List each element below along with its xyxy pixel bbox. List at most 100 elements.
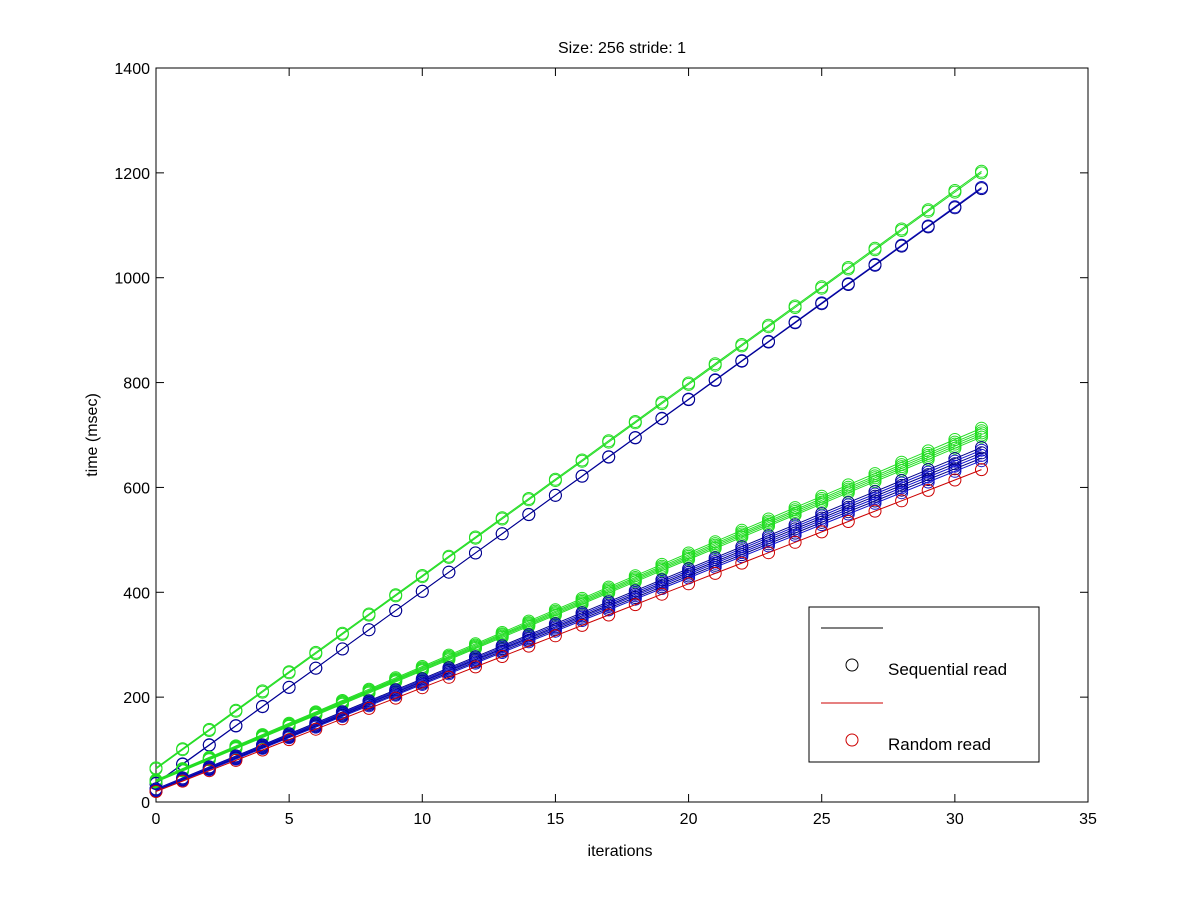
x-tick-label: 25 [813, 811, 831, 828]
data-point [575, 469, 589, 483]
y-tick-label: 400 [123, 585, 150, 602]
data-point [176, 774, 190, 788]
y-tick-label: 1000 [114, 271, 150, 288]
data-point [815, 525, 829, 539]
data-point [788, 535, 802, 549]
data-point [762, 320, 775, 334]
data-point [229, 753, 243, 767]
data-point [256, 743, 269, 757]
data-point [442, 667, 456, 681]
data-point [202, 724, 216, 737]
data-point [895, 494, 909, 508]
data-point [469, 656, 482, 670]
data-point [309, 661, 323, 675]
data-point [389, 691, 403, 705]
data-point [948, 464, 962, 478]
data-point [202, 753, 216, 767]
series-line [155, 436, 982, 783]
data-point [628, 598, 642, 612]
data-point [735, 354, 749, 368]
data-point [815, 281, 829, 295]
y-tick-label: 1400 [114, 61, 150, 78]
data-point [415, 584, 429, 598]
series-15 [149, 463, 988, 798]
data-point [469, 660, 482, 674]
data-point [655, 412, 669, 426]
y-ticks: 0 200 400 600 800 1000 1200 1400 [114, 61, 1088, 812]
data-point [309, 722, 323, 736]
x-tick-label: 35 [1079, 811, 1097, 828]
data-point [948, 185, 962, 199]
data-point [602, 435, 616, 449]
series-line [155, 172, 982, 770]
x-tick-label: 30 [946, 811, 964, 828]
series-3 [149, 182, 988, 790]
x-tick-label: 5 [285, 811, 294, 828]
data-point [176, 743, 190, 757]
data-point [921, 475, 935, 489]
data-point [628, 592, 642, 606]
y-tick-label: 200 [123, 690, 150, 707]
data-point [282, 680, 296, 694]
data-point [335, 627, 349, 641]
y-tick-label: 1200 [114, 166, 150, 183]
data-point [522, 635, 536, 649]
legend-label-random: Random read [888, 735, 991, 754]
data-point [282, 666, 296, 680]
data-point [628, 416, 642, 430]
data-point [975, 448, 988, 462]
data-point [575, 614, 589, 627]
series-line [155, 434, 982, 783]
data-point [548, 474, 562, 487]
x-ticks: 0 5 10 15 20 25 30 35 [152, 68, 1097, 828]
data-point [868, 258, 882, 272]
data-point [921, 483, 935, 497]
data-point [975, 441, 988, 455]
data-point [389, 688, 403, 702]
data-point [389, 604, 403, 617]
data-point [362, 701, 376, 715]
data-point [895, 239, 909, 253]
data-point [975, 446, 988, 460]
data-point [362, 623, 376, 637]
data-point [335, 712, 349, 726]
data-point [975, 430, 988, 444]
data-point [868, 504, 882, 518]
data-point [762, 335, 775, 349]
data-point [602, 603, 616, 617]
data-point [256, 685, 269, 699]
y-axis-label: time (msec) [84, 393, 101, 477]
data-point [362, 608, 376, 622]
data-point [229, 704, 243, 718]
x-tick-label: 0 [152, 811, 161, 828]
data-point [229, 719, 243, 733]
data-point [522, 619, 536, 633]
data-point [176, 764, 190, 778]
data-point [975, 182, 988, 196]
data-point [602, 450, 616, 464]
data-point [708, 541, 722, 555]
legend: Sequential read Random read [808, 606, 1040, 763]
data-point [735, 530, 749, 544]
data-point [788, 316, 802, 330]
data-point [868, 496, 882, 510]
data-point [975, 463, 988, 477]
data-point [975, 421, 988, 435]
chart-title: Size: 256 stride: 1 [558, 40, 686, 57]
data-point [788, 528, 802, 542]
data-point [708, 358, 722, 372]
data-point [335, 642, 349, 656]
y-tick-label: 600 [123, 480, 150, 497]
data-point [149, 775, 163, 789]
legend-label-sequential: Sequential read [888, 660, 1007, 679]
data-point [149, 785, 163, 798]
data-point [469, 546, 482, 560]
x-tick-label: 10 [413, 811, 431, 828]
data-point [522, 639, 536, 653]
data-point [442, 565, 456, 579]
data-point [442, 550, 456, 564]
series-1 [149, 166, 988, 776]
data-point [948, 201, 962, 215]
data-point [975, 166, 988, 180]
